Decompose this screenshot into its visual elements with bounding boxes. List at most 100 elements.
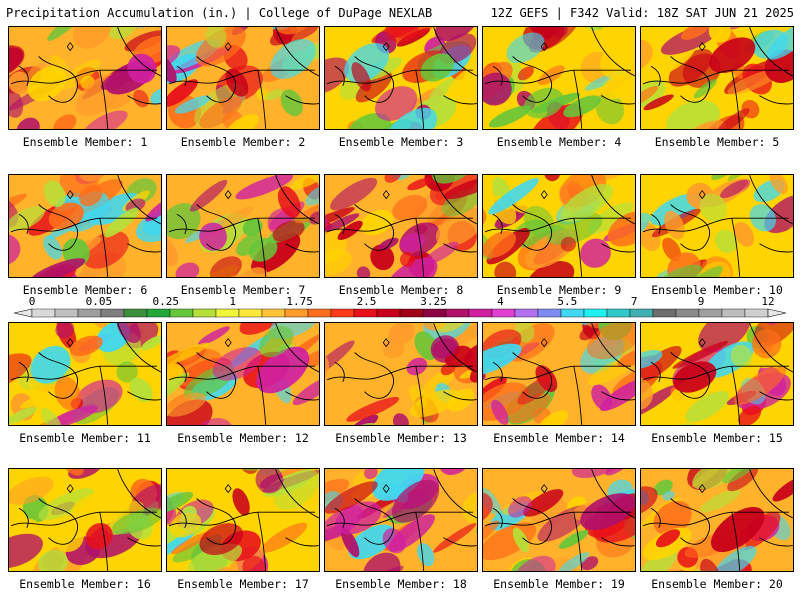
state-borders bbox=[10, 323, 161, 425]
precip-field bbox=[325, 175, 477, 277]
state-borders bbox=[168, 469, 319, 571]
legend-color-swatch bbox=[54, 308, 79, 318]
ensemble-member-label: Ensemble Member: 16 bbox=[19, 577, 151, 591]
ensemble-member-map bbox=[482, 174, 636, 278]
legend-color-swatch bbox=[399, 308, 424, 318]
station-marker-icon bbox=[66, 190, 74, 200]
precip-field bbox=[167, 323, 319, 425]
legend-right-arrow bbox=[767, 308, 787, 318]
ensemble-member-label: Ensemble Member: 1 bbox=[22, 135, 148, 149]
legend-color-swatch bbox=[698, 308, 723, 318]
legend-colorbar bbox=[13, 308, 787, 318]
precip-field bbox=[483, 27, 635, 129]
station-marker-icon bbox=[540, 338, 548, 348]
state-borders bbox=[642, 27, 793, 129]
legend-tick-label: 0.05 bbox=[85, 295, 113, 308]
ensemble-member-map bbox=[8, 26, 162, 130]
ensemble-member-map bbox=[324, 26, 478, 130]
legend-color-swatch bbox=[353, 308, 378, 318]
legend-tick-label: 9 bbox=[697, 295, 705, 308]
ensemble-member-label: Ensemble Member: 3 bbox=[338, 135, 464, 149]
legend-tick-label: 5.5 bbox=[557, 295, 578, 308]
legend-color-swatch bbox=[422, 308, 447, 318]
legend-tick-label: 0 bbox=[28, 295, 36, 308]
legend-color-swatch bbox=[169, 308, 194, 318]
station-marker-icon bbox=[224, 338, 232, 348]
ensemble-member-map bbox=[640, 26, 794, 130]
legend-color-swatch bbox=[491, 308, 516, 318]
precip-field bbox=[483, 175, 635, 277]
ensemble-member-label: Ensemble Member: 17 bbox=[177, 577, 309, 591]
state-borders bbox=[326, 27, 477, 129]
ensemble-member-map bbox=[640, 174, 794, 278]
station-marker-icon bbox=[224, 190, 232, 200]
legend-tick-label: 3.25 bbox=[420, 295, 447, 308]
ensemble-member-label: Ensemble Member: 2 bbox=[180, 135, 306, 149]
state-borders bbox=[642, 323, 793, 425]
station-marker-icon bbox=[698, 190, 706, 200]
legend-color-swatch bbox=[629, 308, 654, 318]
station-marker-icon bbox=[382, 190, 390, 200]
precip-field bbox=[9, 175, 161, 277]
ensemble-member-map bbox=[324, 174, 478, 278]
legend-tick-label: 1 bbox=[229, 295, 236, 308]
chart-header: Precipitation Accumulation (in.) | Colle… bbox=[6, 4, 794, 22]
state-borders bbox=[10, 175, 161, 277]
legend-color-swatch bbox=[376, 308, 401, 318]
legend-color-swatch bbox=[307, 308, 332, 318]
precip-field bbox=[641, 27, 793, 129]
station-marker-icon bbox=[224, 484, 232, 494]
state-borders bbox=[10, 27, 161, 129]
ensemble-member-map bbox=[8, 322, 162, 426]
legend-color-swatch bbox=[652, 308, 677, 318]
legend-color-swatch bbox=[238, 308, 263, 318]
precip-field bbox=[167, 27, 319, 129]
ensemble-member-label: Ensemble Member: 13 bbox=[335, 431, 467, 445]
legend-color-swatch bbox=[675, 308, 700, 318]
ensemble-member-map bbox=[166, 174, 320, 278]
legend-color-swatch bbox=[77, 308, 102, 318]
ensemble-member-label: Ensemble Member: 18 bbox=[335, 577, 467, 591]
ensemble-member-map bbox=[482, 322, 636, 426]
ensemble-member-map bbox=[166, 26, 320, 130]
state-borders bbox=[484, 27, 635, 129]
ensemble-member-label: Ensemble Member: 9 bbox=[496, 283, 622, 297]
legend-tick-label: 12 bbox=[761, 295, 775, 308]
precip-field bbox=[483, 323, 635, 425]
legend-color-swatch bbox=[606, 308, 631, 318]
ensemble-member-label: Ensemble Member: 20 bbox=[651, 577, 783, 591]
legend-tick-label: 7 bbox=[630, 295, 638, 308]
precip-field bbox=[483, 469, 635, 571]
state-borders bbox=[10, 469, 161, 571]
state-borders bbox=[484, 323, 635, 425]
ensemble-member-label: Ensemble Member: 12 bbox=[177, 431, 309, 445]
legend-tick-label: 2.5 bbox=[356, 295, 377, 308]
station-marker-icon bbox=[66, 42, 74, 52]
ensemble-member-label: Ensemble Member: 11 bbox=[19, 431, 151, 445]
ensemble-member-label: Ensemble Member: 5 bbox=[654, 135, 780, 149]
legend-color-swatch bbox=[330, 308, 355, 318]
state-borders bbox=[642, 175, 793, 277]
legend-color-swatch bbox=[514, 308, 539, 318]
ensemble-member-map bbox=[640, 468, 794, 572]
station-marker-icon bbox=[698, 42, 706, 52]
precip-field bbox=[325, 27, 477, 129]
legend-color-swatch bbox=[100, 308, 125, 318]
ensemble-member-map bbox=[482, 468, 636, 572]
ensemble-member-label: Ensemble Member: 6 bbox=[22, 283, 148, 297]
legend-color-swatch bbox=[583, 308, 608, 318]
ensemble-member-map bbox=[324, 468, 478, 572]
legend-tick-label: 4 bbox=[497, 295, 504, 308]
run-info: 12Z GEFS | F342 Valid: 18Z SAT JUN 21 20… bbox=[490, 6, 794, 20]
ensemble-member-map bbox=[8, 174, 162, 278]
legend-color-swatch bbox=[284, 308, 309, 318]
legend-color-swatch bbox=[192, 308, 217, 318]
ensemble-member-map bbox=[324, 322, 478, 426]
ensemble-member-label: Ensemble Member: 4 bbox=[496, 135, 622, 149]
legend-color-swatch bbox=[744, 308, 769, 318]
state-borders bbox=[168, 175, 319, 277]
ensemble-member-label: Ensemble Member: 8 bbox=[338, 283, 464, 297]
state-borders bbox=[168, 27, 319, 129]
legend-color-swatch bbox=[261, 308, 286, 318]
precip-field bbox=[641, 469, 793, 571]
